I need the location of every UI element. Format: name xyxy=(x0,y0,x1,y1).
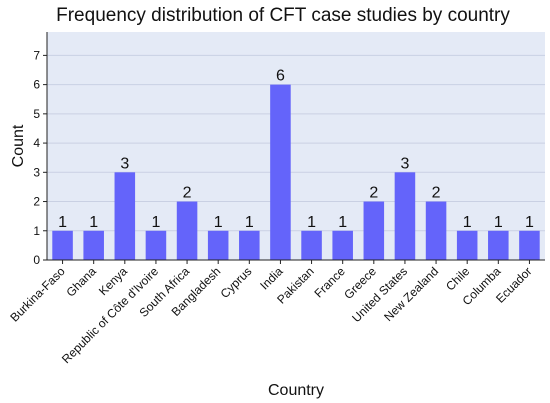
bar-value-label: 1 xyxy=(58,214,67,231)
bar-value-label: 3 xyxy=(400,155,409,172)
bar xyxy=(363,201,385,260)
y-tick-label: 4 xyxy=(33,136,40,150)
y-axis-ticks: 0 1 2 3 4 5 6 7 xyxy=(33,48,47,267)
y-tick-label: 7 xyxy=(33,48,40,62)
bar xyxy=(332,230,353,260)
bar xyxy=(519,230,540,260)
y-tick-label: 2 xyxy=(33,195,40,209)
y-tick-label: 0 xyxy=(33,253,40,267)
x-tick-label: France xyxy=(311,264,348,301)
bar xyxy=(301,230,322,260)
bar-value-label: 6 xyxy=(276,68,285,85)
bar-value-label: 2 xyxy=(432,185,441,202)
bar-value-label: 1 xyxy=(214,214,223,231)
bar-value-label: 1 xyxy=(89,214,98,231)
chart-title: Frequency distribution of CFT case studi… xyxy=(56,5,510,26)
bar xyxy=(425,201,447,260)
bar xyxy=(114,172,136,260)
bar xyxy=(176,201,198,260)
x-axis-title: Country xyxy=(268,382,324,399)
bar-value-label: 1 xyxy=(307,214,316,231)
bar xyxy=(239,230,260,260)
bar-value-label: 2 xyxy=(183,185,192,202)
bar xyxy=(488,230,509,260)
bar xyxy=(456,230,478,260)
bar-value-label: 1 xyxy=(463,214,472,231)
bar xyxy=(270,84,291,260)
bar-value-label: 1 xyxy=(494,214,503,231)
x-tick-label: Ghana xyxy=(63,264,99,300)
bars xyxy=(52,84,540,260)
bar-value-label: 1 xyxy=(245,214,254,231)
bar-value-label: 2 xyxy=(369,185,378,202)
bar xyxy=(145,230,167,260)
x-tick-label: Cyprus xyxy=(218,264,255,301)
x-tick-label: Burkina-Faso xyxy=(7,264,68,325)
y-tick-label: 3 xyxy=(33,165,40,179)
y-axis-title: Count xyxy=(10,124,27,167)
bar xyxy=(394,172,416,260)
y-tick-label: 6 xyxy=(33,78,40,92)
bar-value-label: 1 xyxy=(525,214,534,231)
y-tick-label: 5 xyxy=(33,107,40,121)
bar-value-label: 1 xyxy=(338,214,347,231)
y-tick-label: 1 xyxy=(33,224,40,238)
bar xyxy=(207,230,229,260)
bar-value-label: 3 xyxy=(120,155,129,172)
bar xyxy=(83,230,104,260)
bar xyxy=(52,230,73,260)
bar-value-label: 1 xyxy=(151,214,160,231)
